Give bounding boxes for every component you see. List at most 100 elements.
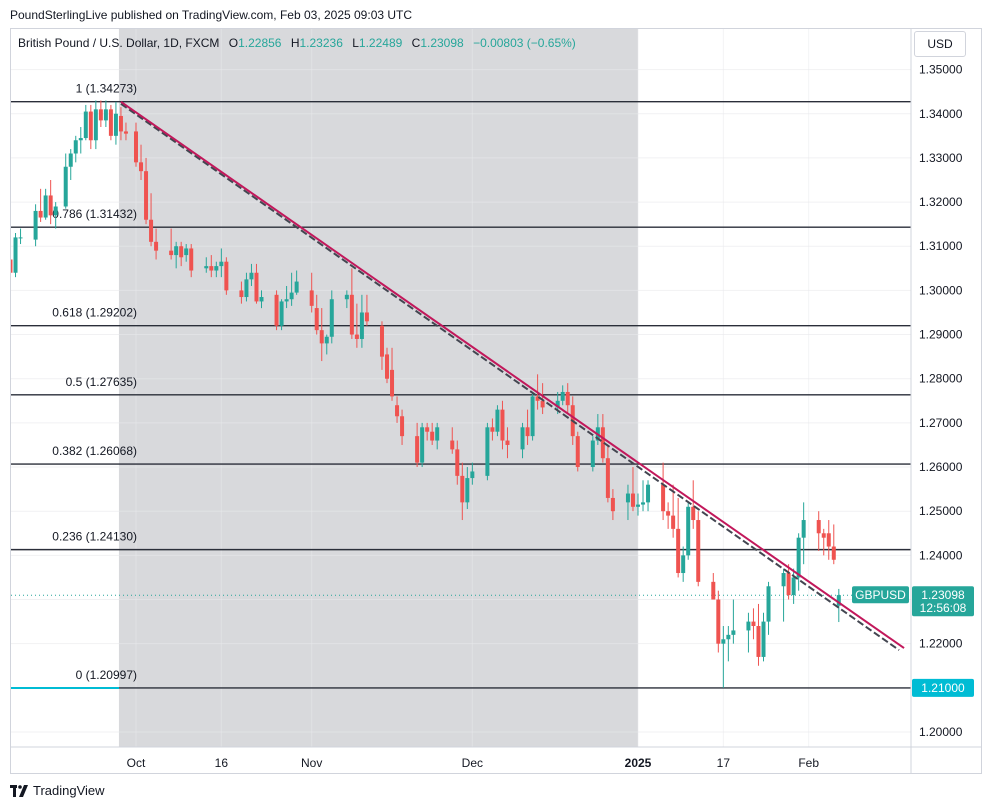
candle-up[interactable] [641,502,646,505]
candle-down[interactable] [349,294,354,335]
dashed-trendline[interactable] [120,103,900,651]
candle-down[interactable] [88,111,93,141]
candle-up[interactable] [625,493,630,503]
candle-up[interactable] [73,140,78,154]
candle-up[interactable] [520,427,525,450]
candle-up[interactable] [324,336,329,344]
candle-up[interactable] [530,396,535,437]
candle-up[interactable] [836,595,841,606]
candle-down[interactable] [450,440,455,450]
candle-down[interactable] [821,533,826,538]
candle-down[interactable] [565,391,570,406]
candle-up[interactable] [781,573,786,587]
candle-up[interactable] [244,279,249,298]
candle-up[interactable] [791,577,796,596]
low-price-badge[interactable] [912,678,974,697]
candle-up[interactable] [636,504,640,507]
candle-down[interactable] [314,308,319,331]
candle-up[interactable] [420,427,425,463]
candle-down[interactable] [610,497,615,512]
candle-down[interactable] [274,294,279,326]
candle-down[interactable] [751,621,756,627]
candle-down[interactable] [455,449,460,476]
candle-down[interactable] [415,436,420,463]
candle-down[interactable] [224,261,229,291]
candle-down[interactable] [540,400,545,408]
candle-up[interactable] [646,484,651,503]
candle-down[interactable] [630,493,635,507]
candle-up[interactable] [465,478,470,503]
candle-down[interactable] [354,334,359,339]
footer-brand[interactable]: TradingView [10,783,105,798]
candle-up[interactable] [43,195,48,218]
candle-up[interactable] [681,555,686,574]
candle-down[interactable] [379,325,384,357]
candle-down[interactable] [179,246,184,258]
candle-up[interactable] [485,427,490,476]
candle-up[interactable] [801,520,806,538]
candle-down[interactable] [600,427,605,459]
candle-up[interactable] [63,166,68,207]
candle-up[interactable] [214,266,219,271]
candle-down[interactable] [98,109,103,121]
candle-down[interactable] [430,431,435,441]
candle-down[interactable] [490,427,495,432]
candle-down[interactable] [108,109,113,136]
candlestick-chart[interactable]: 1 (1.34273) 0.786 (1.31432) 0.618 (1.29202… [11,29,981,773]
candle-down[interactable] [239,290,244,298]
candle-up[interactable] [18,237,23,239]
candle-up[interactable] [726,634,731,640]
candle-up[interactable] [731,630,736,635]
candle-down[interactable] [816,520,821,534]
candle-down[interactable] [149,219,154,242]
candle-down[interactable] [390,369,395,397]
candle-up[interactable] [686,506,691,556]
candle-down[interactable] [254,272,259,302]
candle-down[interactable] [666,511,671,516]
candle-down[interactable] [661,484,666,512]
price-badge[interactable] [912,586,974,617]
candle-down[interactable] [425,427,430,432]
candle-down[interactable] [400,416,405,437]
candle-down[interactable] [716,599,721,644]
candle-up[interactable] [329,299,334,337]
candle-up[interactable] [495,409,500,432]
candle-down[interactable] [154,241,159,251]
candle-up[interactable] [103,109,108,121]
candle-down[interactable] [11,259,13,273]
candle-up[interactable] [13,237,18,273]
candle-up[interactable] [68,153,73,167]
candle-up[interactable] [184,248,189,256]
candle-up[interactable] [796,537,801,578]
candle-down[interactable] [460,475,465,503]
candle-up[interactable] [219,261,224,267]
candle-up[interactable] [294,281,299,293]
candle-down[interactable] [134,131,138,163]
candle-down[interactable] [500,409,505,441]
candle-up[interactable] [33,210,38,240]
candle-down[interactable] [139,162,144,172]
candle-up[interactable] [78,138,83,141]
candle-down[interactable] [319,330,324,344]
candle-up[interactable] [560,391,565,401]
candle-down[interactable] [605,458,610,498]
candle-down[interactable] [676,528,681,574]
candle-down[interactable] [786,573,791,596]
candle-up[interactable] [590,440,595,468]
candle-up[interactable] [359,312,364,339]
candle-down[interactable] [123,131,128,134]
candle-down[interactable] [309,290,314,306]
candle-down[interactable] [38,210,43,218]
candle-up[interactable] [746,621,751,631]
candle-up[interactable] [555,400,560,408]
candle-up[interactable] [204,266,209,269]
symbol-badge[interactable] [852,586,909,604]
candle-up[interactable] [259,297,264,302]
candle-up[interactable] [174,246,179,256]
candle-down[interactable] [505,440,510,445]
candle-up[interactable] [470,471,475,479]
symbol-name[interactable]: British Pound / U.S. Dollar, 1D, FXCM [18,36,220,50]
candle-up[interactable] [761,621,766,657]
candle-down[interactable] [144,171,149,220]
candle-down[interactable] [209,266,214,271]
